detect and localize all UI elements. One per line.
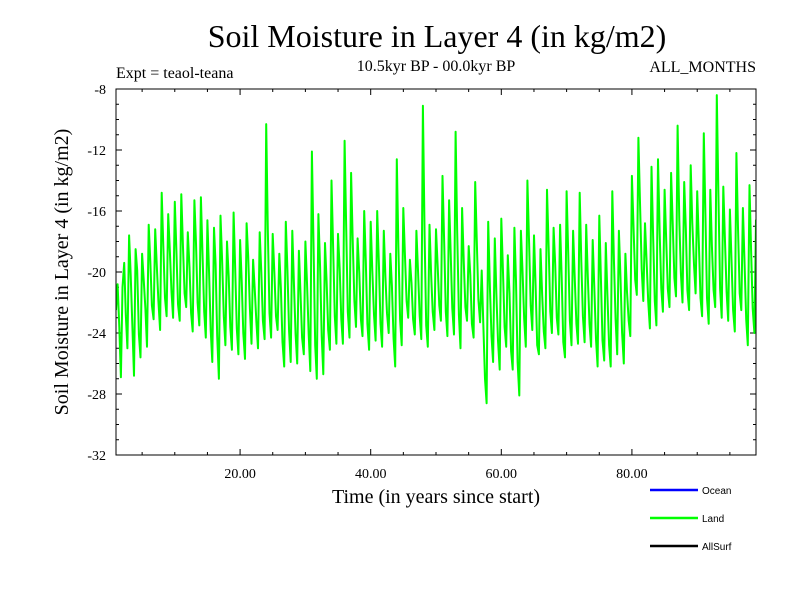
legend: Ocean Land AllSurf — [650, 486, 732, 553]
y-tick-label: -24 — [87, 327, 106, 342]
experiment-label: Expt = teaol-teana — [116, 65, 233, 82]
chart-title: Soil Moisture in Layer 4 (in kg/m2) — [208, 18, 667, 54]
y-tick-label: -20 — [87, 266, 106, 281]
legend-label-land: Land — [702, 514, 724, 525]
x-tick-label: 60.00 — [486, 467, 518, 482]
y-tick-label: -28 — [87, 388, 106, 403]
y-tick-label: -8 — [94, 83, 106, 98]
plot-frame — [115, 88, 757, 456]
land-series-line — [116, 94, 756, 405]
x-axis-label: Time (in years since start) — [332, 486, 540, 508]
x-tick-label: 80.00 — [616, 467, 648, 482]
y-axis-label: Soil Moisture in Layer 4 (in kg/m2) — [51, 129, 73, 416]
y-tick-label: -32 — [87, 449, 106, 464]
y-axis-ticks: -8 -12 -16 -20 -24 -28 -32 — [87, 83, 756, 464]
y-tick-label: -16 — [87, 205, 106, 220]
x-axis-ticks: 20.00 40.00 60.00 80.00 — [141, 89, 731, 482]
chart-subtitle: 10.5kyr BP - 00.0kyr BP — [357, 58, 516, 75]
y-tick-label: -12 — [87, 144, 106, 159]
legend-label-ocean: Ocean — [702, 486, 731, 497]
months-label: ALL_MONTHS — [649, 59, 756, 76]
x-tick-label: 40.00 — [355, 467, 387, 482]
legend-label-allsurf: AllSurf — [702, 542, 732, 553]
x-tick-label: 20.00 — [224, 467, 256, 482]
